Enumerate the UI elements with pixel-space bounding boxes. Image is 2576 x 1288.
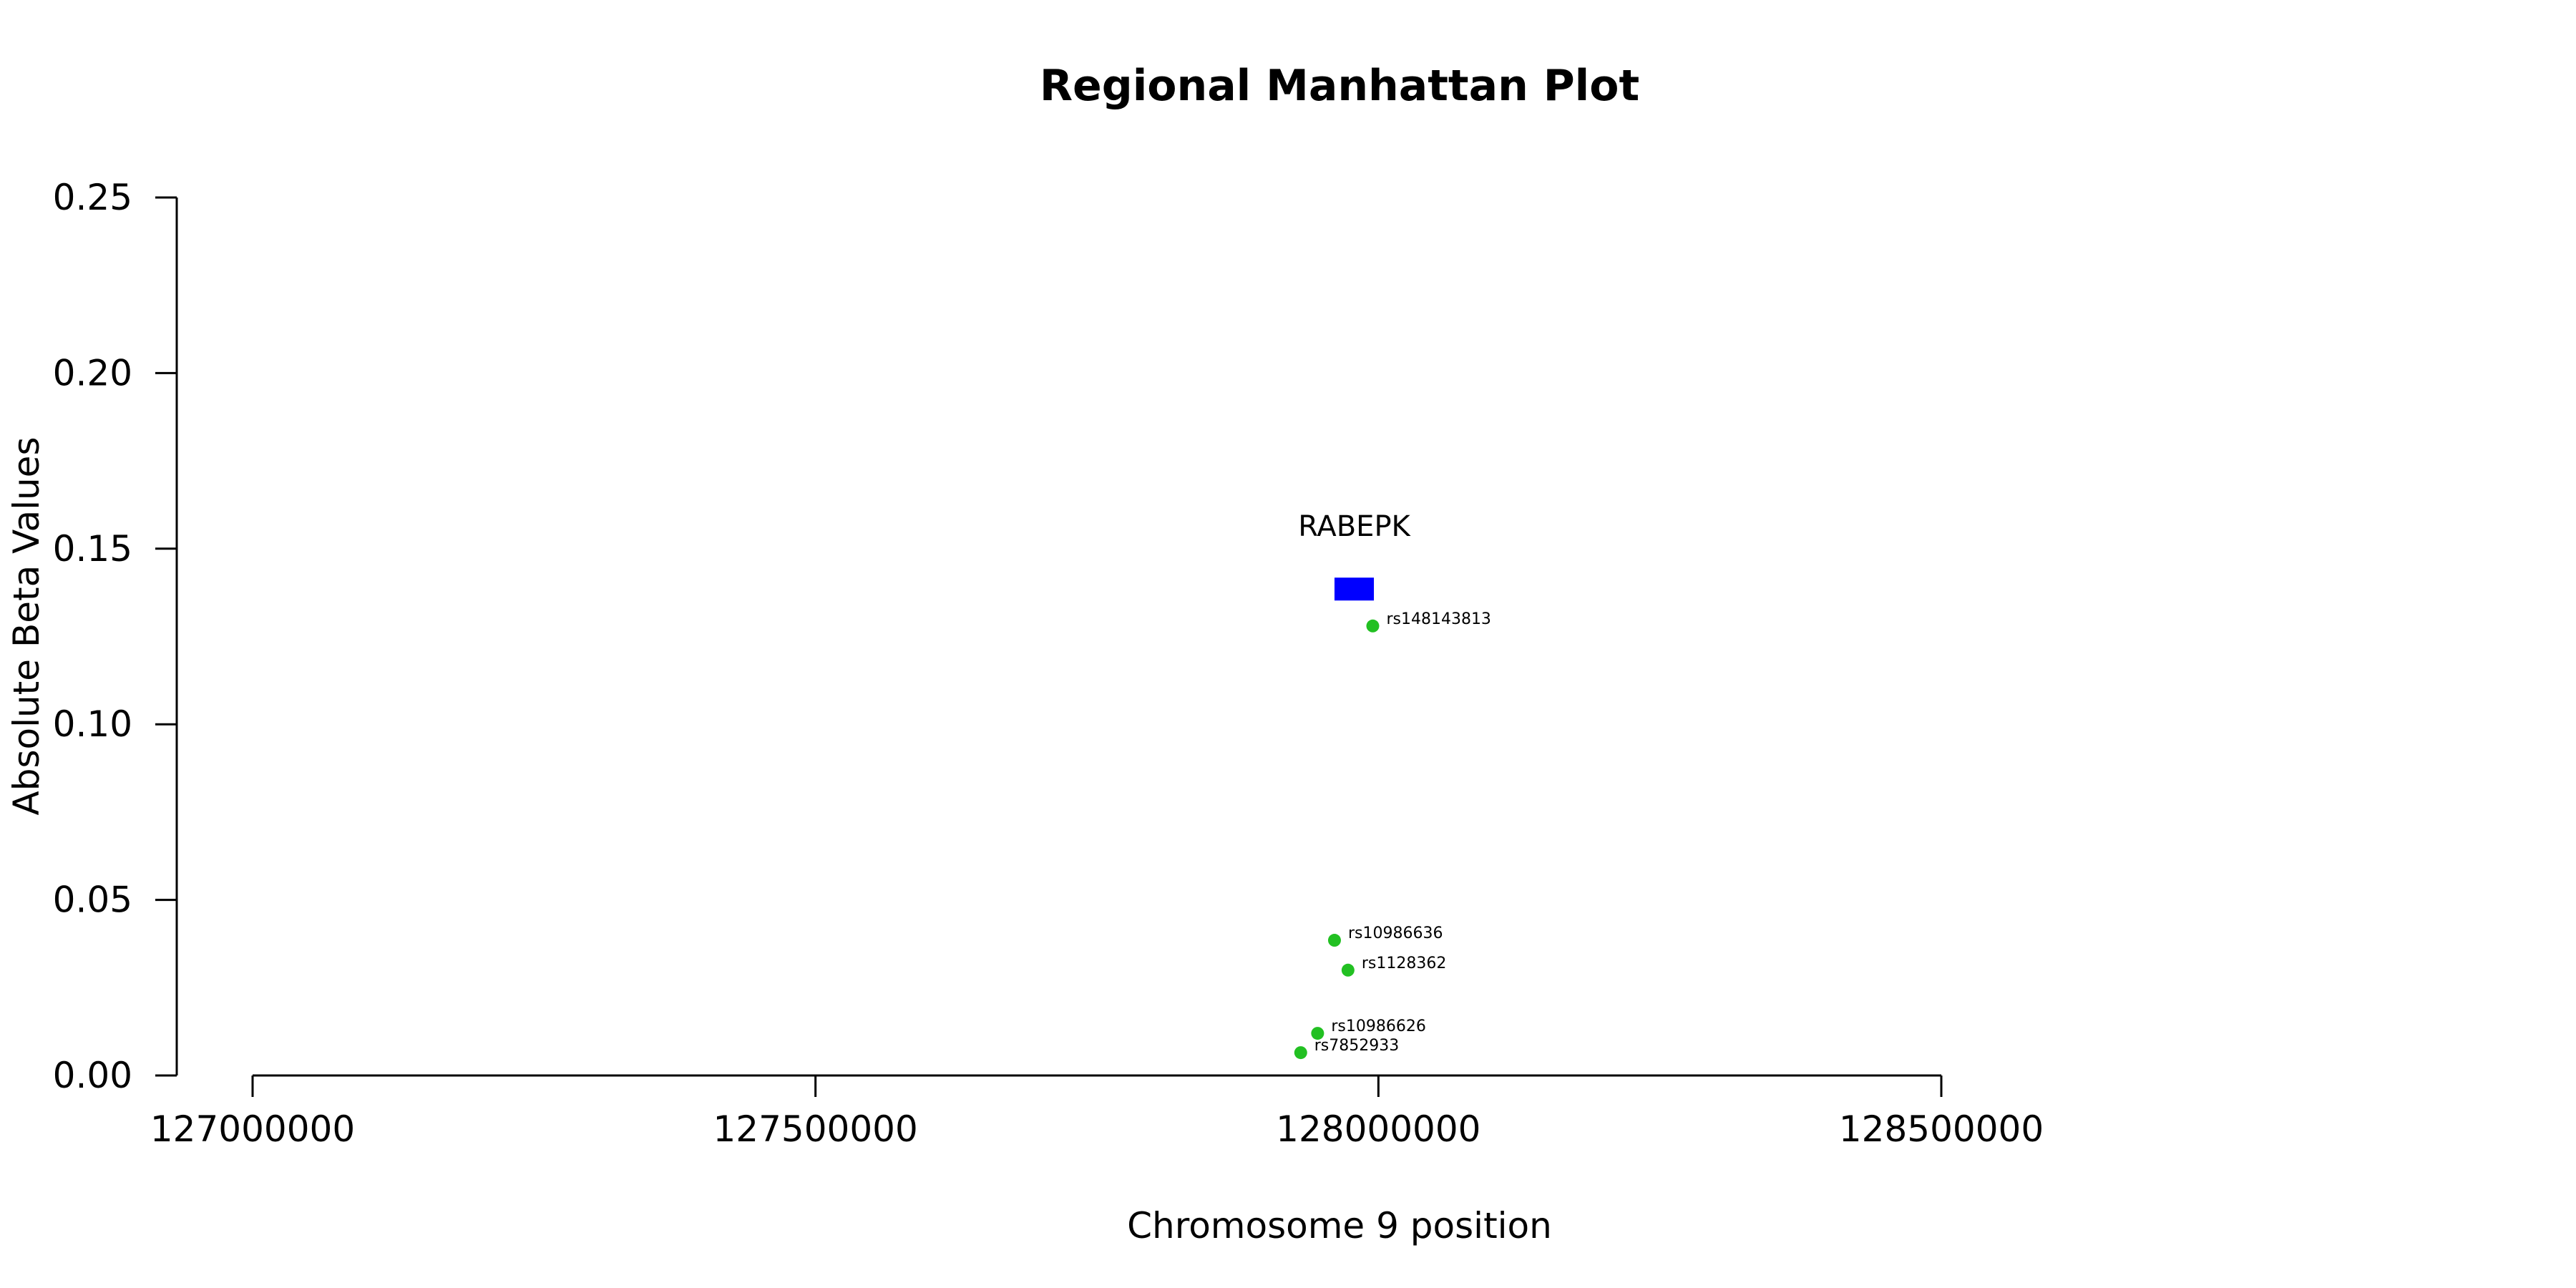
gene-box xyxy=(1334,577,1375,601)
snp-point xyxy=(1311,1027,1324,1040)
x-tick-label: 127500000 xyxy=(713,1108,918,1150)
x-tick-label: 127000000 xyxy=(150,1108,355,1150)
y-tick-label: 0.00 xyxy=(53,1055,132,1096)
snp-label: rs10986626 xyxy=(1331,1018,1425,1035)
chart-title: Regional Manhattan Plot xyxy=(1040,61,1639,111)
axes: 127000000 127500000 128000000 128500000 0.00… xyxy=(53,177,2044,1150)
y-tick-label: 0.25 xyxy=(53,177,132,218)
snp-points: rs148143813 rs10986636 rs1128362 rs10986626… xyxy=(1294,610,1491,1060)
snp-point xyxy=(1341,963,1355,977)
snp-label: rs1128362 xyxy=(1362,955,1447,972)
gene-track: RABEPK xyxy=(1298,510,1412,601)
y-axis-label: Absolute Beta Values xyxy=(6,437,47,816)
snp-point xyxy=(1366,619,1380,633)
snp-point xyxy=(1294,1046,1307,1060)
snp-label: rs10986636 xyxy=(1348,924,1443,942)
y-tick-label: 0.15 xyxy=(53,528,132,570)
snp-label: rs148143813 xyxy=(1386,610,1491,628)
snp-label: rs7852933 xyxy=(1314,1037,1400,1055)
x-tick-label: 128500000 xyxy=(1839,1108,2044,1150)
gene-label: RABEPK xyxy=(1298,510,1411,543)
y-tick-label: 0.05 xyxy=(53,879,132,921)
x-axis-label: Chromosome 9 position xyxy=(1127,1205,1552,1246)
y-tick-label: 0.20 xyxy=(53,352,132,394)
y-tick-label: 0.10 xyxy=(53,703,132,745)
x-tick-label: 128000000 xyxy=(1276,1108,1480,1150)
snp-point xyxy=(1327,934,1341,947)
